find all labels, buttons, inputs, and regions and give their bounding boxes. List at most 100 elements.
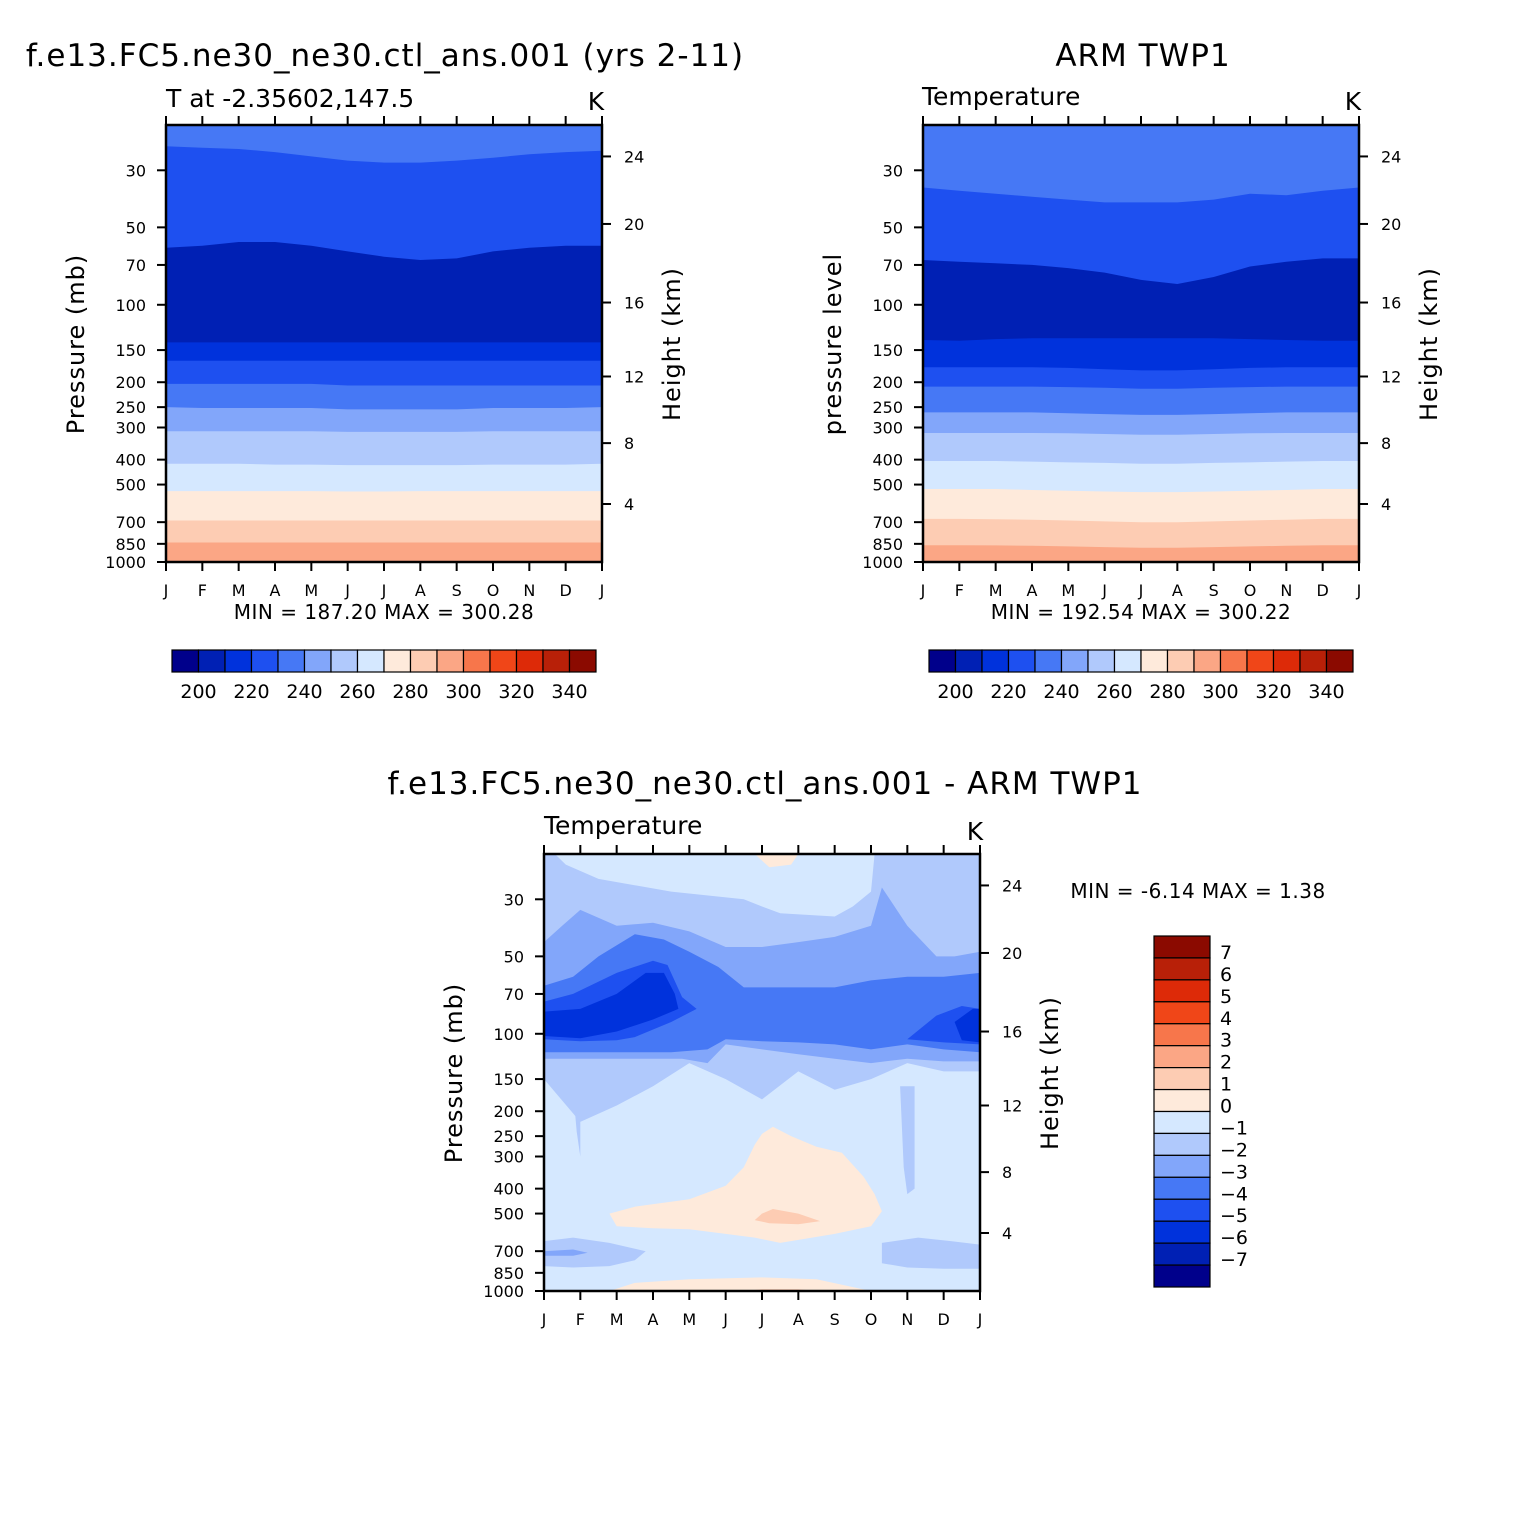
colorbar-swatch xyxy=(436,649,465,673)
colorbar-swatch xyxy=(1153,1264,1211,1288)
colorbar-swatch xyxy=(1153,1001,1211,1025)
axes: J F M A M J J A S O N D J 30 50 70 100 150 200 250 300 400 500… xyxy=(483,845,1022,1329)
x-tick-label: J xyxy=(977,1310,983,1329)
region-stalk-left xyxy=(573,1086,581,1157)
y-tick-label: 30 xyxy=(126,161,146,180)
region-low-cool-left xyxy=(544,1237,646,1268)
contour-plot: J F M A M J J A S O N D J 30 50 70 100 150 200 250 300 400 500… xyxy=(105,116,644,600)
region-top-warm xyxy=(754,854,799,868)
region-minus-5-right xyxy=(954,1008,980,1043)
y-axis-right-label: Height (km) xyxy=(1415,267,1443,421)
colorbar-swatch xyxy=(1153,1220,1211,1244)
x-tick-label: A xyxy=(270,581,281,600)
x-tick-label: S xyxy=(830,1310,840,1329)
x-tick-label: J xyxy=(599,581,605,600)
y-tick-label: 100 xyxy=(115,296,146,315)
colorbar-swatch xyxy=(1034,649,1063,673)
y-axis-label: Pressure (mb) xyxy=(62,254,90,434)
colorbar-label: 1 xyxy=(1220,1074,1232,1096)
y-tick-label: 200 xyxy=(872,373,903,392)
y-tick-label: 1000 xyxy=(483,1282,524,1301)
panel-model: f.e13.FC5.ne30_ne30.ctl_ans.001 (yrs 2-1… xyxy=(26,38,743,703)
y-tick-label: 400 xyxy=(872,451,903,470)
colorbar-swatch xyxy=(197,649,226,673)
y-tick-label: 200 xyxy=(115,373,146,392)
colorbar-label: −2 xyxy=(1220,1139,1248,1161)
colorbar-swatch xyxy=(1272,649,1301,673)
x-tick-label: D xyxy=(560,581,572,600)
x-tick-label: M xyxy=(1061,581,1075,600)
colorbar-label: 2 xyxy=(1220,1052,1232,1074)
x-tick-label: N xyxy=(901,1310,913,1329)
colorbar-swatch xyxy=(462,649,491,673)
y-tick-label: 50 xyxy=(883,218,903,237)
region-warm-peak xyxy=(754,1209,821,1225)
panel-title: f.e13.FC5.ne30_ne30.ctl_ans.001 - ARM TW… xyxy=(388,766,1143,802)
region-minus-5 xyxy=(544,972,679,1039)
y-tick-label: 100 xyxy=(493,1025,524,1044)
x-tick-label: A xyxy=(1027,581,1038,600)
colorbar-label: −7 xyxy=(1220,1249,1248,1271)
x-tick-label: J xyxy=(920,581,926,600)
axes: J F M A M J J A S O N D J 30 50 70 100 150 200 250 300 400 500… xyxy=(862,116,1401,600)
contour-fills xyxy=(923,125,1359,562)
x-tick-label: D xyxy=(938,1310,950,1329)
colorbar-swatch xyxy=(1246,649,1275,673)
x-tick-label: J xyxy=(163,581,169,600)
colorbar-swatch xyxy=(224,649,253,673)
colorbar-swatch xyxy=(1153,1110,1211,1135)
y-tick-label: 100 xyxy=(872,296,903,315)
y-tick-label: 30 xyxy=(504,890,524,909)
colorbar-swatch xyxy=(1060,649,1089,673)
colorbar-label: −5 xyxy=(1220,1205,1248,1227)
y-right-tick-label: 20 xyxy=(624,215,644,234)
y-tick-label: 70 xyxy=(883,256,903,275)
x-tick-label: M xyxy=(610,1310,624,1329)
colorbar-label: 260 xyxy=(1096,681,1132,703)
colorbar-label: 340 xyxy=(551,681,587,703)
x-tick-label: M xyxy=(304,581,318,600)
x-tick-label: J xyxy=(1101,581,1107,600)
y-axis-label: pressure level xyxy=(819,253,847,435)
x-tick-label: M xyxy=(232,581,246,600)
contour-plot: J F M A M J J A S O N D J 30 50 70 100 150 200 250 300 400 500… xyxy=(483,845,1022,1329)
colorbar-label: 260 xyxy=(339,681,375,703)
y-tick-label: 250 xyxy=(872,398,903,417)
units-label: K xyxy=(967,817,984,846)
y-tick-label: 400 xyxy=(493,1180,524,1199)
y-right-tick-label: 16 xyxy=(1381,294,1401,313)
x-tick-label: J xyxy=(541,1310,547,1329)
colorbar-label: −3 xyxy=(1220,1161,1248,1183)
colorbar-label: 240 xyxy=(286,681,322,703)
colorbar-label: 240 xyxy=(1043,681,1079,703)
colorbar-label: 320 xyxy=(498,681,534,703)
y-right-tick-label: 4 xyxy=(624,495,634,514)
colorbar-label: 200 xyxy=(937,681,973,703)
y-tick-label: 150 xyxy=(115,341,146,360)
y-right-tick-label: 16 xyxy=(1002,1023,1022,1042)
x-tick-label: F xyxy=(198,581,207,600)
y-tick-label: 300 xyxy=(493,1148,524,1167)
axes: J F M A M J J A S O N D J 30 50 70 100 150 200 250 300 400 500… xyxy=(105,116,644,600)
colorbar-swatch xyxy=(928,649,957,673)
colorbar-swatch xyxy=(568,649,597,673)
y-tick-label: 850 xyxy=(493,1264,524,1283)
y-tick-label: 850 xyxy=(115,535,146,554)
contour-band xyxy=(166,542,602,562)
y-tick-label: 400 xyxy=(115,451,146,470)
y-right-tick-label: 24 xyxy=(624,147,644,166)
colorbar-swatch xyxy=(1299,649,1328,673)
colorbar-label: 7 xyxy=(1220,942,1232,964)
colorbar-swatch xyxy=(1153,1154,1211,1178)
x-tick-label: J xyxy=(344,581,350,600)
region-stalk-right xyxy=(900,1086,915,1195)
colorbar-swatch xyxy=(1007,649,1036,673)
region-low-cool-core xyxy=(544,1249,588,1256)
x-tick-label: S xyxy=(452,581,462,600)
panel-subtitle: Temperature xyxy=(543,811,702,840)
colorbar-label: −4 xyxy=(1220,1183,1248,1205)
y-axis-label: Pressure (mb) xyxy=(440,983,468,1163)
y-right-tick-label: 8 xyxy=(624,434,634,453)
x-tick-label: A xyxy=(1172,581,1183,600)
y-tick-label: 200 xyxy=(493,1102,524,1121)
